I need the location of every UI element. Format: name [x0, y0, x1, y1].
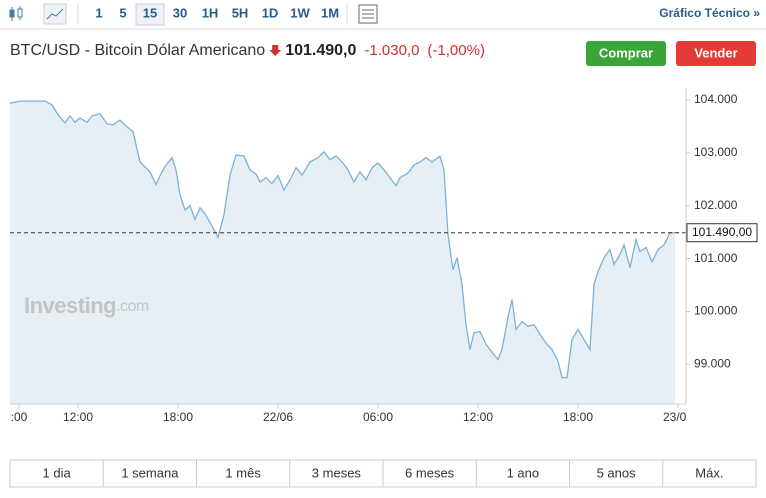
period-button[interactable]: 1 ano [507, 465, 540, 480]
x-tick-label: 06:00 [363, 410, 393, 424]
buy-button[interactable] [586, 41, 666, 66]
watermark-suffix: .com [116, 298, 149, 315]
candle-icon[interactable] [9, 6, 23, 21]
y-tick-label: 101.000 [694, 251, 738, 265]
period-button[interactable]: 1 dia [43, 465, 72, 480]
watermark-brand: Investing.com [24, 293, 149, 318]
y-tick-label: 100.000 [694, 304, 738, 318]
x-tick-label: 18:00 [163, 410, 193, 424]
period-button[interactable]: 1 semana [121, 465, 179, 480]
y-tick-label: 102.000 [694, 198, 738, 212]
area-fill [10, 101, 675, 404]
period-button[interactable]: 5 anos [597, 465, 637, 480]
x-tick-labels: :00 12:00 18:00 22/06 06:00 12:00 18:00 23/06 [11, 404, 693, 424]
interval-button[interactable]: 1D [262, 5, 279, 20]
price-line [10, 100, 675, 379]
x-tick-label: 12:00 [63, 410, 93, 424]
change: -1.030,0 [364, 42, 419, 59]
y-tick-label: 99.000 [694, 357, 731, 371]
interval-button[interactable]: 1 [95, 5, 102, 20]
chart: 99.000 100.000 101.000 102.000 103.000 104.00… [10, 92, 758, 424]
period-button[interactable]: 6 meses [405, 465, 455, 480]
x-tick-label: :00 [11, 410, 28, 424]
line-icon[interactable] [43, 3, 67, 25]
technical-link[interactable]: Gráfico Técnico » [659, 6, 760, 20]
x-tick-label: 22/06 [263, 410, 293, 424]
y-tick-label: 104.000 [694, 92, 738, 106]
sell-button[interactable] [676, 41, 756, 66]
down-arrow [269, 45, 282, 56]
symbol: BTC/USD - Bitcoin Dólar Americano [10, 42, 265, 59]
interval-button[interactable]: 5H [232, 5, 249, 20]
last-price-label: 101.490,00 [692, 225, 752, 239]
y-tick-label: 103.000 [694, 145, 738, 159]
period-button[interactable]: Máx. [695, 465, 723, 480]
x-tick-label: 12:00 [463, 410, 493, 424]
interval-button[interactable]: 1W [290, 5, 310, 20]
interval-button[interactable]: 30 [173, 5, 187, 20]
period-button[interactable]: 1 mês [225, 465, 261, 480]
line-icon-glyph [46, 8, 64, 20]
sell-label[interactable]: Vender [694, 45, 737, 60]
interval-button[interactable]: 1M [321, 5, 339, 20]
last-price-box [686, 223, 758, 243]
watermark-brand-text: Investing [24, 293, 116, 318]
period-button[interactable]: 3 meses [312, 465, 362, 480]
x-tick-label: 23/06 [663, 410, 693, 424]
toolbar [0, 0, 766, 29]
interval-button[interactable]: 5 [119, 5, 126, 20]
change-pct: (-1,00%) [427, 42, 485, 59]
interval-selected [135, 3, 165, 26]
interval-button[interactable]: 1H [202, 5, 219, 20]
buy-label[interactable]: Comprar [599, 45, 653, 60]
interval-button[interactable]: 15 [143, 5, 157, 20]
x-tick-label: 18:00 [563, 410, 593, 424]
price: 101.490,0 [285, 42, 356, 59]
